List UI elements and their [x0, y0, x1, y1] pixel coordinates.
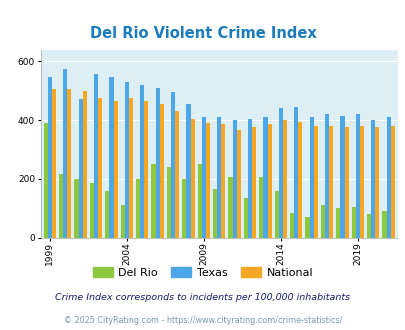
Bar	[90, 183, 94, 238]
Bar	[282, 120, 286, 238]
Bar	[74, 179, 79, 238]
Bar	[205, 123, 209, 238]
Bar	[52, 89, 56, 238]
Bar	[274, 190, 278, 238]
Bar	[159, 104, 164, 238]
Bar	[140, 85, 144, 238]
Bar	[228, 177, 232, 238]
Legend: Del Rio, Texas, National: Del Rio, Texas, National	[88, 263, 317, 282]
Bar	[78, 99, 83, 238]
Bar	[247, 118, 252, 238]
Bar	[324, 114, 328, 238]
Bar	[113, 101, 117, 238]
Bar	[83, 91, 87, 238]
Bar	[258, 177, 263, 238]
Bar	[98, 98, 102, 238]
Bar	[267, 124, 271, 238]
Bar	[120, 205, 124, 238]
Text: © 2025 CityRating.com - https://www.cityrating.com/crime-statistics/: © 2025 CityRating.com - https://www.city…	[64, 315, 341, 325]
Bar	[213, 189, 217, 238]
Bar	[201, 117, 205, 238]
Bar	[355, 114, 359, 238]
Bar	[374, 127, 379, 238]
Bar	[221, 124, 225, 238]
Bar	[335, 208, 339, 238]
Text: Crime Index corresponds to incidents per 100,000 inhabitants: Crime Index corresponds to incidents per…	[55, 292, 350, 302]
Bar	[351, 207, 355, 238]
Bar	[109, 78, 113, 238]
Bar	[217, 117, 221, 238]
Bar	[59, 175, 63, 238]
Bar	[144, 101, 148, 238]
Bar	[63, 69, 67, 238]
Bar	[182, 179, 186, 238]
Bar	[129, 98, 133, 238]
Bar	[339, 115, 344, 238]
Bar	[186, 104, 190, 238]
Bar	[171, 92, 175, 238]
Bar	[344, 127, 348, 238]
Bar	[252, 127, 256, 238]
Bar	[105, 190, 109, 238]
Bar	[294, 107, 298, 238]
Bar	[48, 78, 52, 238]
Bar	[382, 211, 386, 238]
Bar	[305, 217, 309, 238]
Bar	[236, 130, 240, 238]
Bar	[94, 75, 98, 238]
Bar	[386, 117, 390, 238]
Bar	[166, 167, 171, 238]
Bar	[359, 126, 363, 238]
Bar	[390, 126, 394, 238]
Bar	[43, 123, 48, 238]
Bar	[124, 82, 129, 238]
Bar	[366, 214, 370, 238]
Bar	[309, 117, 313, 238]
Bar	[136, 179, 140, 238]
Bar	[67, 89, 71, 238]
Bar	[298, 121, 302, 238]
Bar	[175, 111, 179, 238]
Bar	[197, 164, 201, 238]
Bar	[370, 120, 374, 238]
Bar	[151, 164, 155, 238]
Bar	[232, 120, 236, 238]
Bar	[190, 118, 194, 238]
Bar	[320, 205, 324, 238]
Text: Del Rio Violent Crime Index: Del Rio Violent Crime Index	[90, 25, 315, 41]
Bar	[328, 126, 333, 238]
Bar	[289, 213, 294, 238]
Bar	[263, 117, 267, 238]
Bar	[155, 88, 159, 238]
Bar	[278, 108, 282, 238]
Bar	[243, 198, 247, 238]
Bar	[313, 126, 317, 238]
